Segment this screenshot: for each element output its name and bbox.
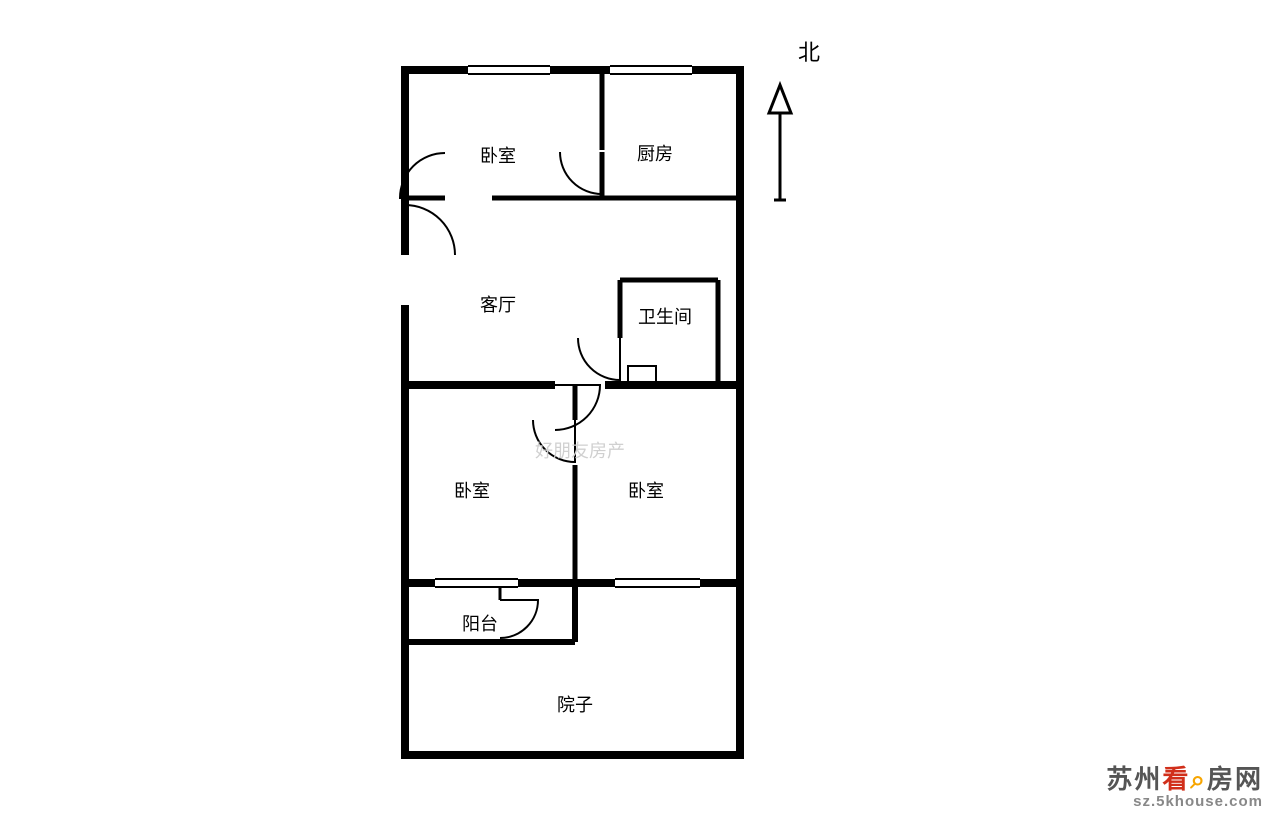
walls: [405, 70, 740, 642]
door-balcony: [500, 600, 538, 638]
door-entry: [405, 205, 455, 255]
logo-magnifier-icon: ⌕: [1190, 764, 1207, 794]
logo-eye-icon: 看: [1162, 764, 1190, 794]
site-logo: 苏州看⌕房网 sz.5khouse.com: [1106, 765, 1263, 810]
label-balcony: 阳台: [462, 614, 498, 634]
door-arcs: [400, 152, 620, 638]
logo-url: sz.5khouse.com: [1106, 794, 1263, 811]
label-bedroom-se: 卧室: [628, 481, 664, 501]
label-bedroom-north: 卧室: [480, 146, 516, 166]
north-arrow: [769, 85, 791, 200]
north-label: 北: [798, 40, 820, 65]
label-bathroom: 卫生间: [638, 307, 692, 327]
bath-fixture: [628, 366, 656, 382]
label-bedroom-sw: 卧室: [454, 481, 490, 501]
floorplan-diagram: 北 好朋友房产 卧室厨房客厅卫生间卧室卧室阳台院子: [0, 0, 1281, 824]
door-bath: [578, 338, 620, 380]
label-living-room: 客厅: [480, 295, 516, 315]
logo-line1: 苏州看⌕房网: [1106, 765, 1263, 794]
label-yard: 院子: [557, 695, 593, 715]
logo-text-1: 苏州: [1106, 764, 1162, 794]
door-kitchen: [560, 152, 602, 194]
entry-gap: [397, 255, 413, 305]
watermark-text: 好朋友房产: [535, 441, 625, 461]
logo-text-2: 房网: [1207, 764, 1263, 794]
label-kitchen: 厨房: [637, 144, 673, 164]
